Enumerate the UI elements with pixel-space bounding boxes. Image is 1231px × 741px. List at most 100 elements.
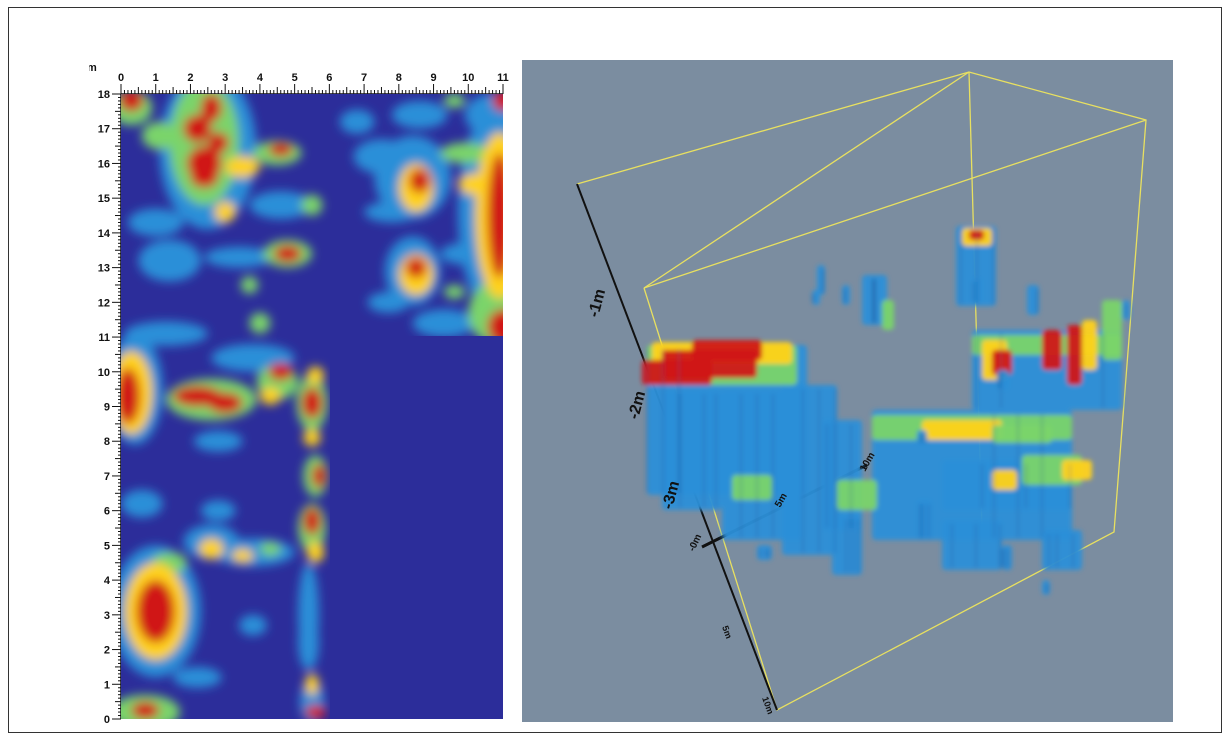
anomaly-blob: [268, 363, 293, 381]
volume-block: [1042, 330, 1062, 370]
y-tick-label: 8: [104, 436, 110, 448]
volume-block: [862, 275, 887, 325]
anomaly-blob: [127, 208, 184, 237]
y-tick-label: 13: [98, 263, 110, 275]
y-tick-label: 0: [104, 714, 110, 725]
anomaly-blob: [305, 705, 326, 719]
bbox-edge: [643, 71, 970, 289]
anomaly-blob: [405, 257, 427, 279]
anomaly-blob: [492, 94, 503, 112]
x-tick-label: 5: [292, 72, 298, 84]
volume-block: [1002, 545, 1012, 570]
anomaly-blob: [183, 114, 212, 143]
anomaly-blob: [367, 291, 410, 313]
bbox-edge: [643, 119, 1147, 289]
volume-render-view: -1m -2m -3m -0m 5m 10m 5m 10m: [522, 60, 1173, 722]
anomaly-blob: [204, 246, 274, 268]
volume-block: [1042, 530, 1082, 570]
anomaly-blob: [141, 121, 177, 150]
volume-anomalies: [642, 226, 1130, 595]
x-tick-label: 3: [222, 72, 228, 84]
volume-block: [732, 475, 772, 500]
anomaly-blob: [190, 166, 219, 188]
y-tick-label: 4: [104, 575, 111, 587]
volume-block: [992, 425, 1052, 443]
figure-frame: m 0 1 2 3 4 5 6 7 8 9 10 11 0 1 2 3 4 5 6 7 8 9 10 11 12 13 14 15 1…: [8, 7, 1222, 733]
volume-block: [1042, 580, 1050, 595]
depth-label-1: -1m: [585, 287, 609, 319]
anomaly-blob: [353, 139, 410, 174]
anomaly-blob: [199, 538, 224, 560]
y-tick-label: 3: [104, 610, 110, 622]
y-tick-label: 5: [104, 540, 110, 552]
volume-canvas: -1m -2m -3m -0m 5m 10m 5m 10m: [522, 60, 1173, 722]
anomaly-blob: [207, 132, 229, 154]
volume-block: [942, 520, 1002, 570]
volume-block: [922, 420, 1002, 440]
volume-block: [1062, 460, 1092, 480]
amplitude-anomalies: [121, 94, 503, 719]
anomaly-blob: [306, 541, 325, 563]
volume-block: [1102, 300, 1122, 360]
volume-block: [832, 515, 862, 575]
volume-block: [1082, 320, 1097, 370]
anomaly-blob: [200, 500, 236, 522]
y-tick-label: 11: [98, 332, 110, 344]
volume-block: [692, 340, 762, 360]
depth-label-2: -2m: [625, 389, 649, 421]
anomaly-blob: [443, 284, 465, 299]
anomaly-blob: [440, 243, 483, 265]
anomaly-blob: [173, 666, 222, 688]
anomaly-blob: [306, 366, 325, 384]
volume-block: [1067, 325, 1082, 385]
volume-block: [992, 350, 1012, 375]
anomaly-blob: [303, 507, 321, 535]
anomaly-blob: [303, 429, 321, 447]
anomaly-blob: [305, 673, 319, 695]
anomaly-blob: [249, 191, 312, 219]
volume-block: [917, 500, 932, 540]
y-tick-label: 7: [104, 471, 110, 483]
y-tick-label: 17: [98, 124, 110, 136]
volume-block: [822, 420, 862, 530]
x-tick-label: 6: [326, 72, 332, 84]
anomaly-blob: [312, 463, 326, 489]
anomaly-blob: [121, 368, 141, 424]
y-tick-label: 18: [98, 89, 110, 101]
volume-block: [817, 265, 825, 295]
y-tick-label: 16: [98, 158, 110, 170]
anomaly-blob: [200, 94, 222, 122]
unit-label: m: [89, 62, 97, 74]
volume-block: [642, 360, 712, 385]
anomaly-blob: [457, 173, 493, 195]
anomaly-blob: [273, 245, 302, 263]
anomaly-blob: [225, 156, 260, 178]
anomaly-blob: [249, 312, 271, 334]
anomaly-blob: [131, 701, 160, 719]
anomaly-blob: [239, 614, 267, 636]
slice-map-canvas: m 0 1 2 3 4 5 6 7 8 9 10 11 01234567891011121314151…: [87, 62, 509, 726]
y-tick-label: 6: [104, 506, 110, 518]
anomaly-blob: [443, 94, 465, 108]
volume-block: [1027, 285, 1039, 315]
y-ruler: [112, 93, 122, 720]
x-tick-label: 0: [118, 72, 124, 84]
anomaly-blob: [121, 489, 163, 518]
anomaly-blob: [136, 580, 175, 643]
x-tick-label: 11: [497, 72, 509, 84]
x-ruler: [120, 84, 504, 95]
volume-block: [1122, 300, 1130, 320]
y-tick-label: 1: [104, 679, 110, 691]
volume-block: [757, 545, 772, 560]
amplitude-field: [121, 94, 503, 719]
volume-block: [662, 390, 722, 510]
x-tick-label: 1: [153, 72, 159, 84]
anomaly-blob: [487, 309, 503, 344]
volume-block: [837, 480, 877, 510]
volume-block: [842, 285, 850, 305]
anomaly-blob: [301, 194, 323, 216]
y-tick-label: 9: [104, 402, 110, 414]
y-tick-label: 12: [98, 297, 110, 309]
y-tick-label: 15: [98, 193, 110, 205]
anomaly-blob: [240, 276, 259, 294]
